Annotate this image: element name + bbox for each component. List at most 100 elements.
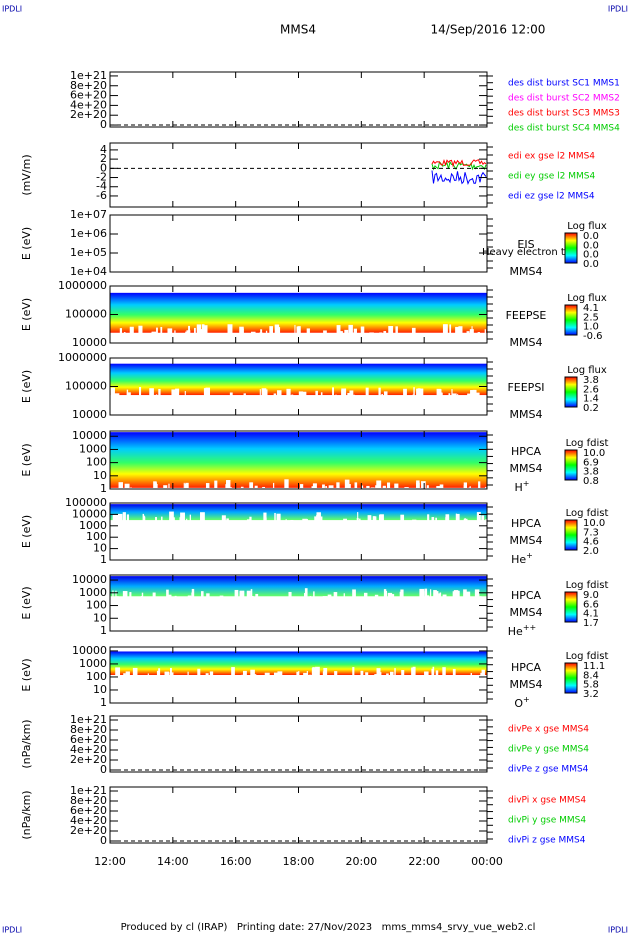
spectrogram-gap <box>114 393 120 403</box>
spectrogram-gap <box>311 486 316 496</box>
spectrogram-gap <box>379 332 383 343</box>
instrument-label: MMS4 <box>510 336 543 349</box>
spectrogram-gap <box>304 519 308 529</box>
colorbar-label: 0.2 <box>583 403 599 414</box>
spectrogram-gap <box>360 326 365 337</box>
spectrogram-gap <box>147 673 149 683</box>
spectrogram-gap <box>466 591 471 602</box>
spectrogram-gap <box>308 674 312 685</box>
y-tick-label: 1000 <box>79 657 107 670</box>
colorbar-title: Log flux <box>567 365 607 376</box>
y-tick-label: 1e+05 <box>70 246 107 259</box>
instrument-label: MMS4 <box>510 265 543 278</box>
spectrogram-gap <box>316 512 321 522</box>
y-tick-label: -6 <box>96 189 107 202</box>
legend-entry: des dist burst SC4 MMS4 <box>508 124 620 134</box>
spectrogram-gap <box>325 486 327 496</box>
spectrogram-gap <box>476 512 481 522</box>
spectrogram-gap <box>246 590 251 601</box>
instrument-label: MMS4 <box>510 534 543 547</box>
spectrogram-gap <box>191 588 195 599</box>
spectrogram-gap <box>320 392 323 402</box>
species-base: He <box>508 625 523 638</box>
species-charge: + <box>523 479 530 488</box>
species-label: O+ <box>514 695 529 711</box>
spectrogram-gap <box>265 674 269 685</box>
spectrogram-gap <box>169 672 174 682</box>
y-tick-label: 1e+21 <box>70 69 107 82</box>
spectrogram-gap <box>153 481 157 492</box>
spectrogram-gap <box>259 332 263 342</box>
species-charge: + <box>526 551 533 560</box>
y-tick-label: 100000 <box>65 496 107 509</box>
y-tick-label: 8e+20 <box>70 794 107 807</box>
spectrogram-gap <box>214 480 218 491</box>
spectrogram-gap <box>381 393 383 404</box>
spectrogram-gap <box>344 329 349 340</box>
y-tick-label: -2 <box>96 171 107 184</box>
spectrogram <box>110 651 487 675</box>
y-tick-label: 1000 <box>79 586 107 599</box>
spectrogram-gap <box>114 516 118 527</box>
spectrogram-gap <box>443 324 448 334</box>
spectrogram-gap <box>437 392 443 403</box>
spectrogram-gap <box>477 332 481 342</box>
spectrogram-gap <box>262 486 265 497</box>
spectrogram-gap <box>141 592 144 603</box>
colorbar-label: -0.6 <box>583 331 603 342</box>
spectrogram-gap <box>209 671 214 681</box>
spectrogram-gap <box>265 517 267 528</box>
spectrogram-gap <box>169 511 174 522</box>
corner-label: IPDLI <box>608 5 628 14</box>
spectrogram-gap <box>363 592 368 603</box>
y-tick-label: 1 <box>100 553 107 566</box>
y-tick-label: 10000 <box>72 644 107 657</box>
spectrogram-gap <box>122 512 126 522</box>
spectrogram-gap <box>401 670 405 680</box>
colorbar-title: Log fdist <box>566 508 609 519</box>
spectrogram-gap <box>274 512 276 523</box>
spectrogram-gap <box>175 388 180 399</box>
spectrogram-gap <box>455 513 460 524</box>
spectrogram-gap <box>451 389 453 399</box>
spectrogram-gap <box>126 392 131 402</box>
y-tick-label: 10 <box>93 683 107 696</box>
legend-entry: edi ey gse l2 MMS4 <box>508 172 595 182</box>
legend-entry: divPi z gse MMS4 <box>508 836 586 846</box>
spectrogram-gap <box>338 331 343 341</box>
spectrogram-gap <box>376 668 381 678</box>
spectrogram-gap <box>115 667 121 677</box>
spectrogram-gap <box>343 593 345 603</box>
spectrogram-gap <box>383 391 388 401</box>
instrument-label: HPCA <box>511 445 542 458</box>
y-tick-label: 10000 <box>72 429 107 442</box>
spectrogram-gap <box>228 332 230 343</box>
colorbar-label: 1.7 <box>583 618 599 629</box>
legend-entry: des dist burst SC2 MMS2 <box>508 94 620 104</box>
colorbar-title: Log flux <box>567 221 607 232</box>
spectrogram-gap <box>335 394 337 405</box>
instrument-label: HPCA <box>511 517 542 530</box>
spectrogram-gap <box>353 328 357 339</box>
spectrogram-gap <box>240 486 244 497</box>
spectrogram-gap <box>156 327 158 338</box>
spectrogram-gap <box>273 672 279 683</box>
spectrogram-gap <box>481 669 485 680</box>
legend-entry: divPe x gse MMS4 <box>508 725 589 735</box>
spectrogram-gap <box>434 591 439 601</box>
colorbar-label: 5.8 <box>583 680 599 691</box>
spectrogram-gap <box>332 387 334 397</box>
spectrogram-gap <box>387 592 393 603</box>
spectrogram-gap <box>378 514 383 525</box>
colorbar-label: 3.8 <box>583 375 599 386</box>
spectrogram-gap <box>370 487 375 498</box>
spectrogram-gap <box>383 331 387 341</box>
spectrogram-gap <box>475 392 480 403</box>
y-axis-label: E (eV) <box>20 515 33 548</box>
spectrogram-gap <box>413 387 415 397</box>
spectrogram-gap <box>115 590 117 601</box>
spectrogram-gap <box>424 671 429 681</box>
spectrogram-gap <box>226 518 229 528</box>
y-tick-label: 6e+20 <box>70 733 107 746</box>
spectrogram-gap <box>347 393 352 403</box>
